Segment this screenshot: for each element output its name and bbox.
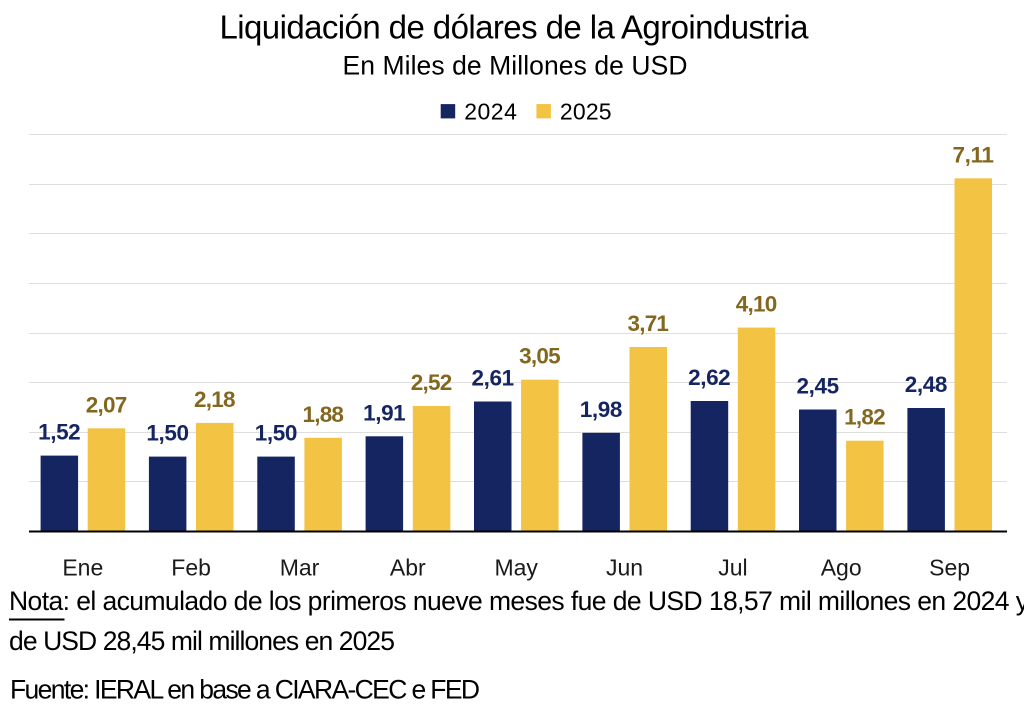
svg-text:Liquidación de dólares de la A: Liquidación de dólares de la Agroindustr… bbox=[220, 9, 810, 46]
svg-text:2,52: 2,52 bbox=[411, 370, 453, 395]
svg-text:Fuente: IERAL en base a CIARA-: Fuente: IERAL en base a CIARA-CEC e FED bbox=[10, 674, 480, 704]
svg-text:de USD 28,45 mil millones en 2: de USD 28,45 mil millones en 2025 bbox=[9, 626, 395, 656]
svg-text:Abr: Abr bbox=[390, 555, 426, 581]
svg-text:3,05: 3,05 bbox=[519, 344, 561, 369]
svg-text:4,10: 4,10 bbox=[736, 292, 778, 317]
svg-text:Sep: Sep bbox=[929, 555, 970, 581]
svg-text:1,50: 1,50 bbox=[255, 421, 298, 446]
svg-text:2,45: 2,45 bbox=[797, 374, 840, 399]
svg-text:Ago: Ago bbox=[821, 555, 862, 581]
svg-text:2,48: 2,48 bbox=[905, 372, 948, 397]
svg-text:2,61: 2,61 bbox=[472, 366, 515, 391]
svg-text:1,52: 1,52 bbox=[38, 420, 81, 445]
svg-text:May: May bbox=[494, 555, 538, 581]
svg-text:1,82: 1,82 bbox=[844, 405, 886, 430]
svg-text:3,71: 3,71 bbox=[627, 311, 669, 336]
svg-text:1,50: 1,50 bbox=[146, 421, 189, 446]
svg-text:Nota: el acumulado de los prim: Nota: el acumulado de los primeros nueve… bbox=[9, 586, 1024, 616]
svg-text:7,11: 7,11 bbox=[952, 142, 994, 167]
svg-text:2025: 2025 bbox=[560, 98, 612, 124]
svg-text:2,62: 2,62 bbox=[688, 365, 731, 390]
svg-text:1,98: 1,98 bbox=[580, 397, 623, 422]
svg-text:2,18: 2,18 bbox=[194, 387, 236, 412]
svg-text:En Miles de Millones de USD: En Miles de Millones de USD bbox=[343, 50, 688, 80]
svg-text:1,88: 1,88 bbox=[302, 402, 344, 427]
svg-text:2,07: 2,07 bbox=[86, 392, 128, 417]
svg-text:2024: 2024 bbox=[464, 98, 517, 124]
svg-text:Mar: Mar bbox=[280, 555, 320, 581]
svg-text:Feb: Feb bbox=[171, 555, 211, 581]
svg-text:Jul: Jul bbox=[718, 555, 747, 581]
svg-text:1,91: 1,91 bbox=[363, 400, 406, 425]
svg-text:Ene: Ene bbox=[62, 555, 103, 581]
svg-text:Jun: Jun bbox=[606, 555, 643, 581]
